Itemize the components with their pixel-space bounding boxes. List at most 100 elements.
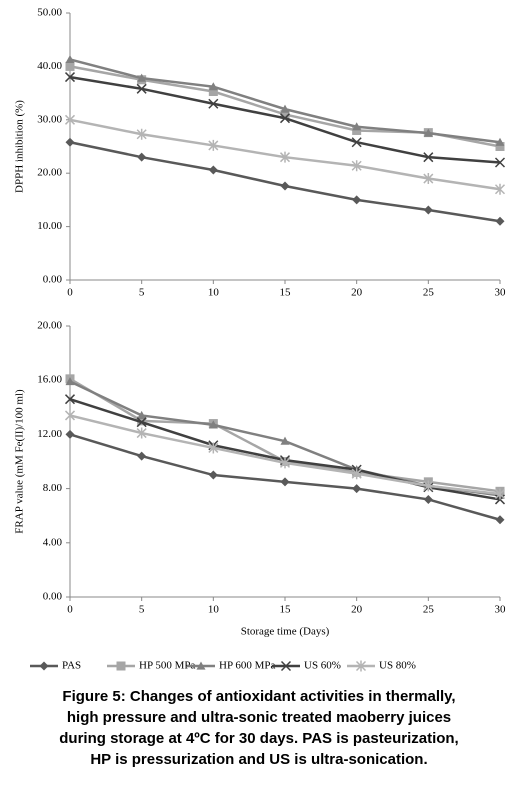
marker bbox=[65, 137, 75, 147]
marker bbox=[208, 165, 218, 175]
marker bbox=[39, 661, 49, 671]
marker bbox=[137, 416, 147, 426]
marker bbox=[64, 72, 76, 83]
y-tick-label: 8.00 bbox=[43, 482, 63, 494]
marker bbox=[351, 468, 362, 480]
marker bbox=[495, 142, 505, 151]
marker bbox=[64, 394, 76, 405]
marker bbox=[423, 494, 433, 504]
y-tick-label: 20.00 bbox=[37, 320, 62, 332]
marker bbox=[494, 488, 506, 500]
legend-label: US 80% bbox=[379, 660, 416, 672]
x-tick-label: 25 bbox=[423, 287, 435, 299]
marker bbox=[65, 54, 75, 64]
caption-line: high pressure and ultra-sonic treated ma… bbox=[66, 709, 452, 726]
y-tick-label: 10.00 bbox=[37, 220, 62, 232]
marker bbox=[137, 451, 147, 461]
marker bbox=[280, 181, 290, 191]
marker bbox=[136, 417, 147, 428]
x-tick-label: 15 bbox=[280, 287, 292, 299]
series-line bbox=[69, 433, 501, 521]
marker bbox=[208, 470, 218, 480]
marker bbox=[137, 73, 147, 82]
marker bbox=[423, 152, 434, 163]
marker bbox=[352, 195, 362, 205]
marker bbox=[279, 113, 291, 124]
y-tick-label: 0.00 bbox=[43, 591, 63, 603]
marker bbox=[494, 157, 506, 168]
x-tick-label: 10 bbox=[208, 287, 220, 299]
marker bbox=[136, 427, 147, 439]
marker bbox=[280, 477, 290, 487]
caption-line: HP is pressurization and US is ultra-son… bbox=[90, 751, 428, 768]
y-axis-label: FRAP value (mM Fe(II)/100 ml) bbox=[14, 389, 26, 534]
x-tick-label: 20 bbox=[351, 604, 363, 616]
legend-label: US 60% bbox=[304, 660, 341, 672]
marker bbox=[352, 122, 362, 131]
marker bbox=[196, 661, 206, 670]
marker bbox=[280, 109, 290, 119]
marker bbox=[137, 152, 147, 162]
marker bbox=[208, 86, 218, 96]
marker bbox=[208, 82, 218, 91]
marker bbox=[136, 128, 147, 140]
marker bbox=[352, 484, 362, 494]
series-line bbox=[69, 58, 501, 144]
x-tick-label: 0 bbox=[67, 287, 73, 299]
marker bbox=[423, 173, 434, 185]
x-tick-label: 10 bbox=[208, 604, 220, 616]
y-tick-label: 20.00 bbox=[37, 167, 62, 179]
x-tick-label: 30 bbox=[495, 604, 507, 616]
x-tick-label: 15 bbox=[280, 604, 292, 616]
marker bbox=[495, 137, 505, 146]
x-axis-label: Storage time (Days) bbox=[241, 626, 330, 638]
caption: Figure 5: Changes of antioxidant activit… bbox=[0, 686, 518, 770]
x-tick-label: 5 bbox=[139, 287, 145, 299]
y-axis-label: DPPH inhibition (%) bbox=[14, 100, 26, 193]
y-tick-label: 50.00 bbox=[37, 7, 62, 19]
marker bbox=[423, 205, 433, 215]
x-tick-label: 30 bbox=[495, 287, 507, 299]
marker bbox=[351, 160, 362, 172]
marker bbox=[279, 151, 291, 163]
y-tick-label: 40.00 bbox=[37, 60, 62, 72]
x-tick-label: 20 bbox=[351, 287, 363, 299]
x-tick-label: 5 bbox=[139, 604, 145, 616]
marker bbox=[423, 128, 433, 137]
marker bbox=[65, 61, 75, 71]
legend-label: HP 600 MPa bbox=[219, 660, 276, 672]
x-tick-label: 0 bbox=[67, 604, 73, 616]
marker bbox=[64, 114, 76, 126]
marker bbox=[279, 457, 291, 469]
caption-line: Figure 5: Changes of antioxidant activit… bbox=[62, 688, 456, 705]
series-line bbox=[69, 75, 501, 164]
marker bbox=[494, 183, 506, 195]
y-tick-label: 4.00 bbox=[43, 536, 63, 548]
legend-label: PAS bbox=[62, 660, 81, 672]
y-tick-label: 16.00 bbox=[37, 374, 62, 386]
marker bbox=[208, 139, 219, 151]
marker bbox=[352, 125, 362, 135]
marker bbox=[208, 98, 219, 109]
marker bbox=[355, 660, 367, 672]
marker bbox=[280, 104, 290, 113]
marker bbox=[423, 480, 434, 492]
x-tick-label: 25 bbox=[423, 604, 435, 616]
marker bbox=[280, 436, 290, 445]
marker bbox=[136, 83, 147, 94]
marker bbox=[280, 660, 292, 672]
marker bbox=[116, 661, 126, 671]
marker bbox=[208, 420, 218, 429]
legend-label: HP 500 MPa bbox=[139, 660, 196, 672]
marker bbox=[65, 429, 75, 439]
marker bbox=[64, 409, 76, 421]
caption-line: during storage at 4ºC for 30 days. PAS i… bbox=[59, 730, 459, 747]
y-tick-label: 0.00 bbox=[43, 274, 63, 286]
series-line bbox=[69, 377, 501, 493]
marker bbox=[495, 515, 505, 525]
marker bbox=[65, 377, 75, 386]
marker bbox=[495, 216, 505, 226]
marker bbox=[351, 137, 362, 148]
